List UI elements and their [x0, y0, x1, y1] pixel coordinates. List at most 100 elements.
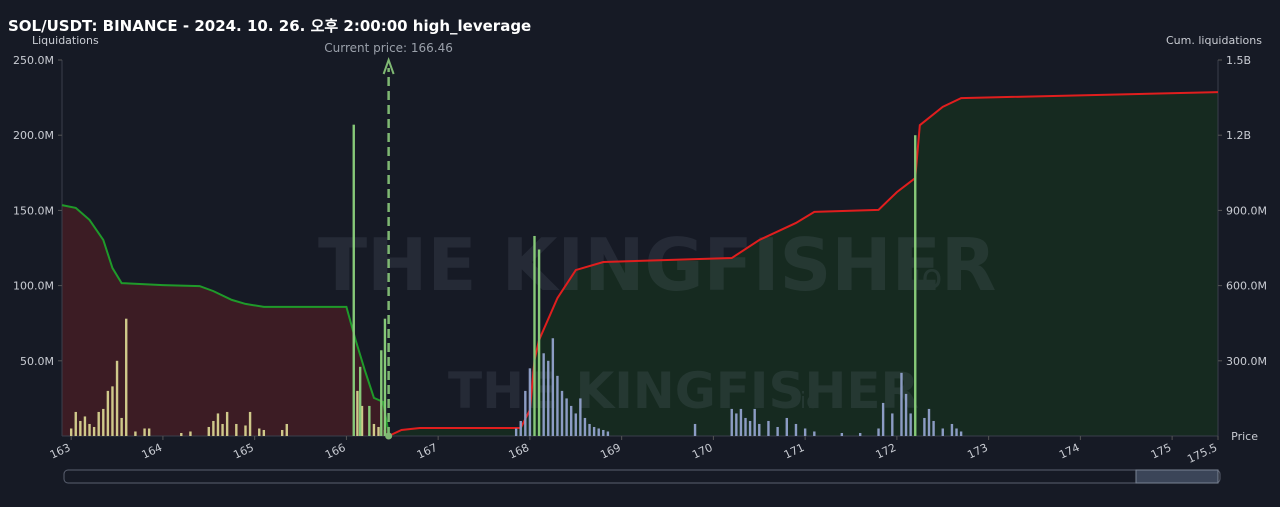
bar: [120, 417, 123, 436]
watermark-suffix: io: [800, 389, 820, 414]
scroll-thumb[interactable]: [1135, 469, 1219, 484]
watermark: THE KINGFISHER io THE KINGFISHER io: [318, 223, 996, 420]
bar: [909, 413, 912, 436]
bar: [537, 249, 541, 436]
line: [61, 204, 390, 437]
bar: [881, 402, 885, 436]
bar: [377, 426, 380, 436]
bar: [69, 428, 73, 436]
y2-tick-label: 1.2B: [1226, 129, 1251, 142]
y-axis-title: Liquidations: [32, 34, 99, 47]
bar: [588, 423, 591, 436]
bar: [542, 353, 545, 436]
bar: [358, 366, 362, 436]
scrollbar[interactable]: [63, 469, 1221, 484]
bar: [514, 428, 518, 436]
bar: [927, 408, 931, 436]
bar: [88, 423, 91, 436]
x-tick-label: 170: [690, 441, 715, 462]
bar: [556, 375, 559, 436]
bar: [225, 411, 229, 436]
bar: [106, 390, 110, 436]
bar: [180, 432, 183, 436]
bar: [904, 393, 908, 436]
y2-tick-label: 600.0M: [1226, 280, 1267, 293]
bar: [368, 405, 371, 436]
bar: [134, 431, 137, 436]
bar: [258, 428, 261, 436]
x-tick-label: 174: [1057, 441, 1082, 462]
bar: [262, 429, 266, 436]
y2-tick-label: 1.5B: [1226, 54, 1251, 67]
bar: [111, 386, 114, 436]
current-price-arrow: [382, 57, 395, 75]
x-tick-label: 172: [874, 441, 899, 462]
bar: [923, 417, 926, 436]
bar: [79, 420, 82, 436]
bar: [216, 413, 220, 436]
bar: [524, 390, 527, 436]
current-price-dot: [385, 432, 393, 440]
bar: [372, 423, 376, 436]
bar: [207, 426, 210, 436]
watermark-suffix: io: [912, 257, 942, 297]
chart-title: SOL/USDT: BINANCE - 2024. 10. 26. 오후 2:0…: [8, 17, 531, 35]
x-tick-label: 167: [415, 441, 440, 462]
y2-axis-title: Cum. liquidations: [1166, 34, 1262, 47]
bar: [900, 372, 903, 436]
bar: [280, 429, 284, 436]
bar: [758, 423, 761, 436]
bar: [941, 428, 944, 436]
bar: [519, 420, 522, 436]
bar: [102, 408, 105, 436]
bar: [147, 428, 151, 436]
bar: [244, 425, 247, 436]
bar: [547, 360, 550, 436]
bar: [602, 429, 605, 436]
bar: [753, 408, 756, 436]
watermark-text: THE KINGFISHER: [318, 223, 996, 307]
bar: [858, 432, 862, 436]
bar: [785, 417, 788, 436]
bar: [583, 417, 587, 436]
x-tick-label: 175.5: [1185, 441, 1219, 466]
bar: [950, 423, 954, 436]
x-tick-label: 166: [323, 441, 348, 462]
y-tick-label: 250.0M: [13, 54, 54, 67]
x-tick-label: 163: [48, 441, 73, 462]
bar: [959, 431, 963, 436]
bar: [248, 411, 252, 436]
bar: [74, 411, 77, 436]
x-tick-label: 173: [965, 441, 990, 462]
bar: [813, 431, 816, 436]
bar: [356, 390, 359, 436]
area: [62, 205, 389, 436]
current-price-label: Current price: 166.46: [324, 41, 453, 55]
bar: [735, 413, 738, 436]
bar: [776, 426, 779, 436]
x-tick-label: 171: [782, 441, 807, 462]
y-tick-label: 50.0M: [20, 355, 54, 368]
bar: [533, 235, 536, 436]
x-tick-label: 165: [231, 441, 256, 462]
bar: [932, 420, 935, 436]
bar: [352, 124, 355, 436]
bar: [877, 428, 880, 436]
bar: [83, 416, 87, 436]
x-tick-label: 168: [507, 441, 532, 462]
bar: [914, 135, 917, 436]
bar: [560, 390, 564, 436]
bar: [565, 398, 568, 436]
bar: [606, 431, 610, 436]
bar: [693, 423, 697, 436]
bar: [235, 423, 238, 436]
bar: [125, 318, 128, 436]
bar: [383, 318, 387, 436]
bar: [730, 408, 733, 436]
y-tick-label: 200.0M: [13, 129, 54, 142]
bar: [955, 428, 958, 436]
y2-tick-label: 900.0M: [1226, 204, 1267, 217]
bar: [574, 413, 577, 436]
bar: [528, 368, 532, 436]
